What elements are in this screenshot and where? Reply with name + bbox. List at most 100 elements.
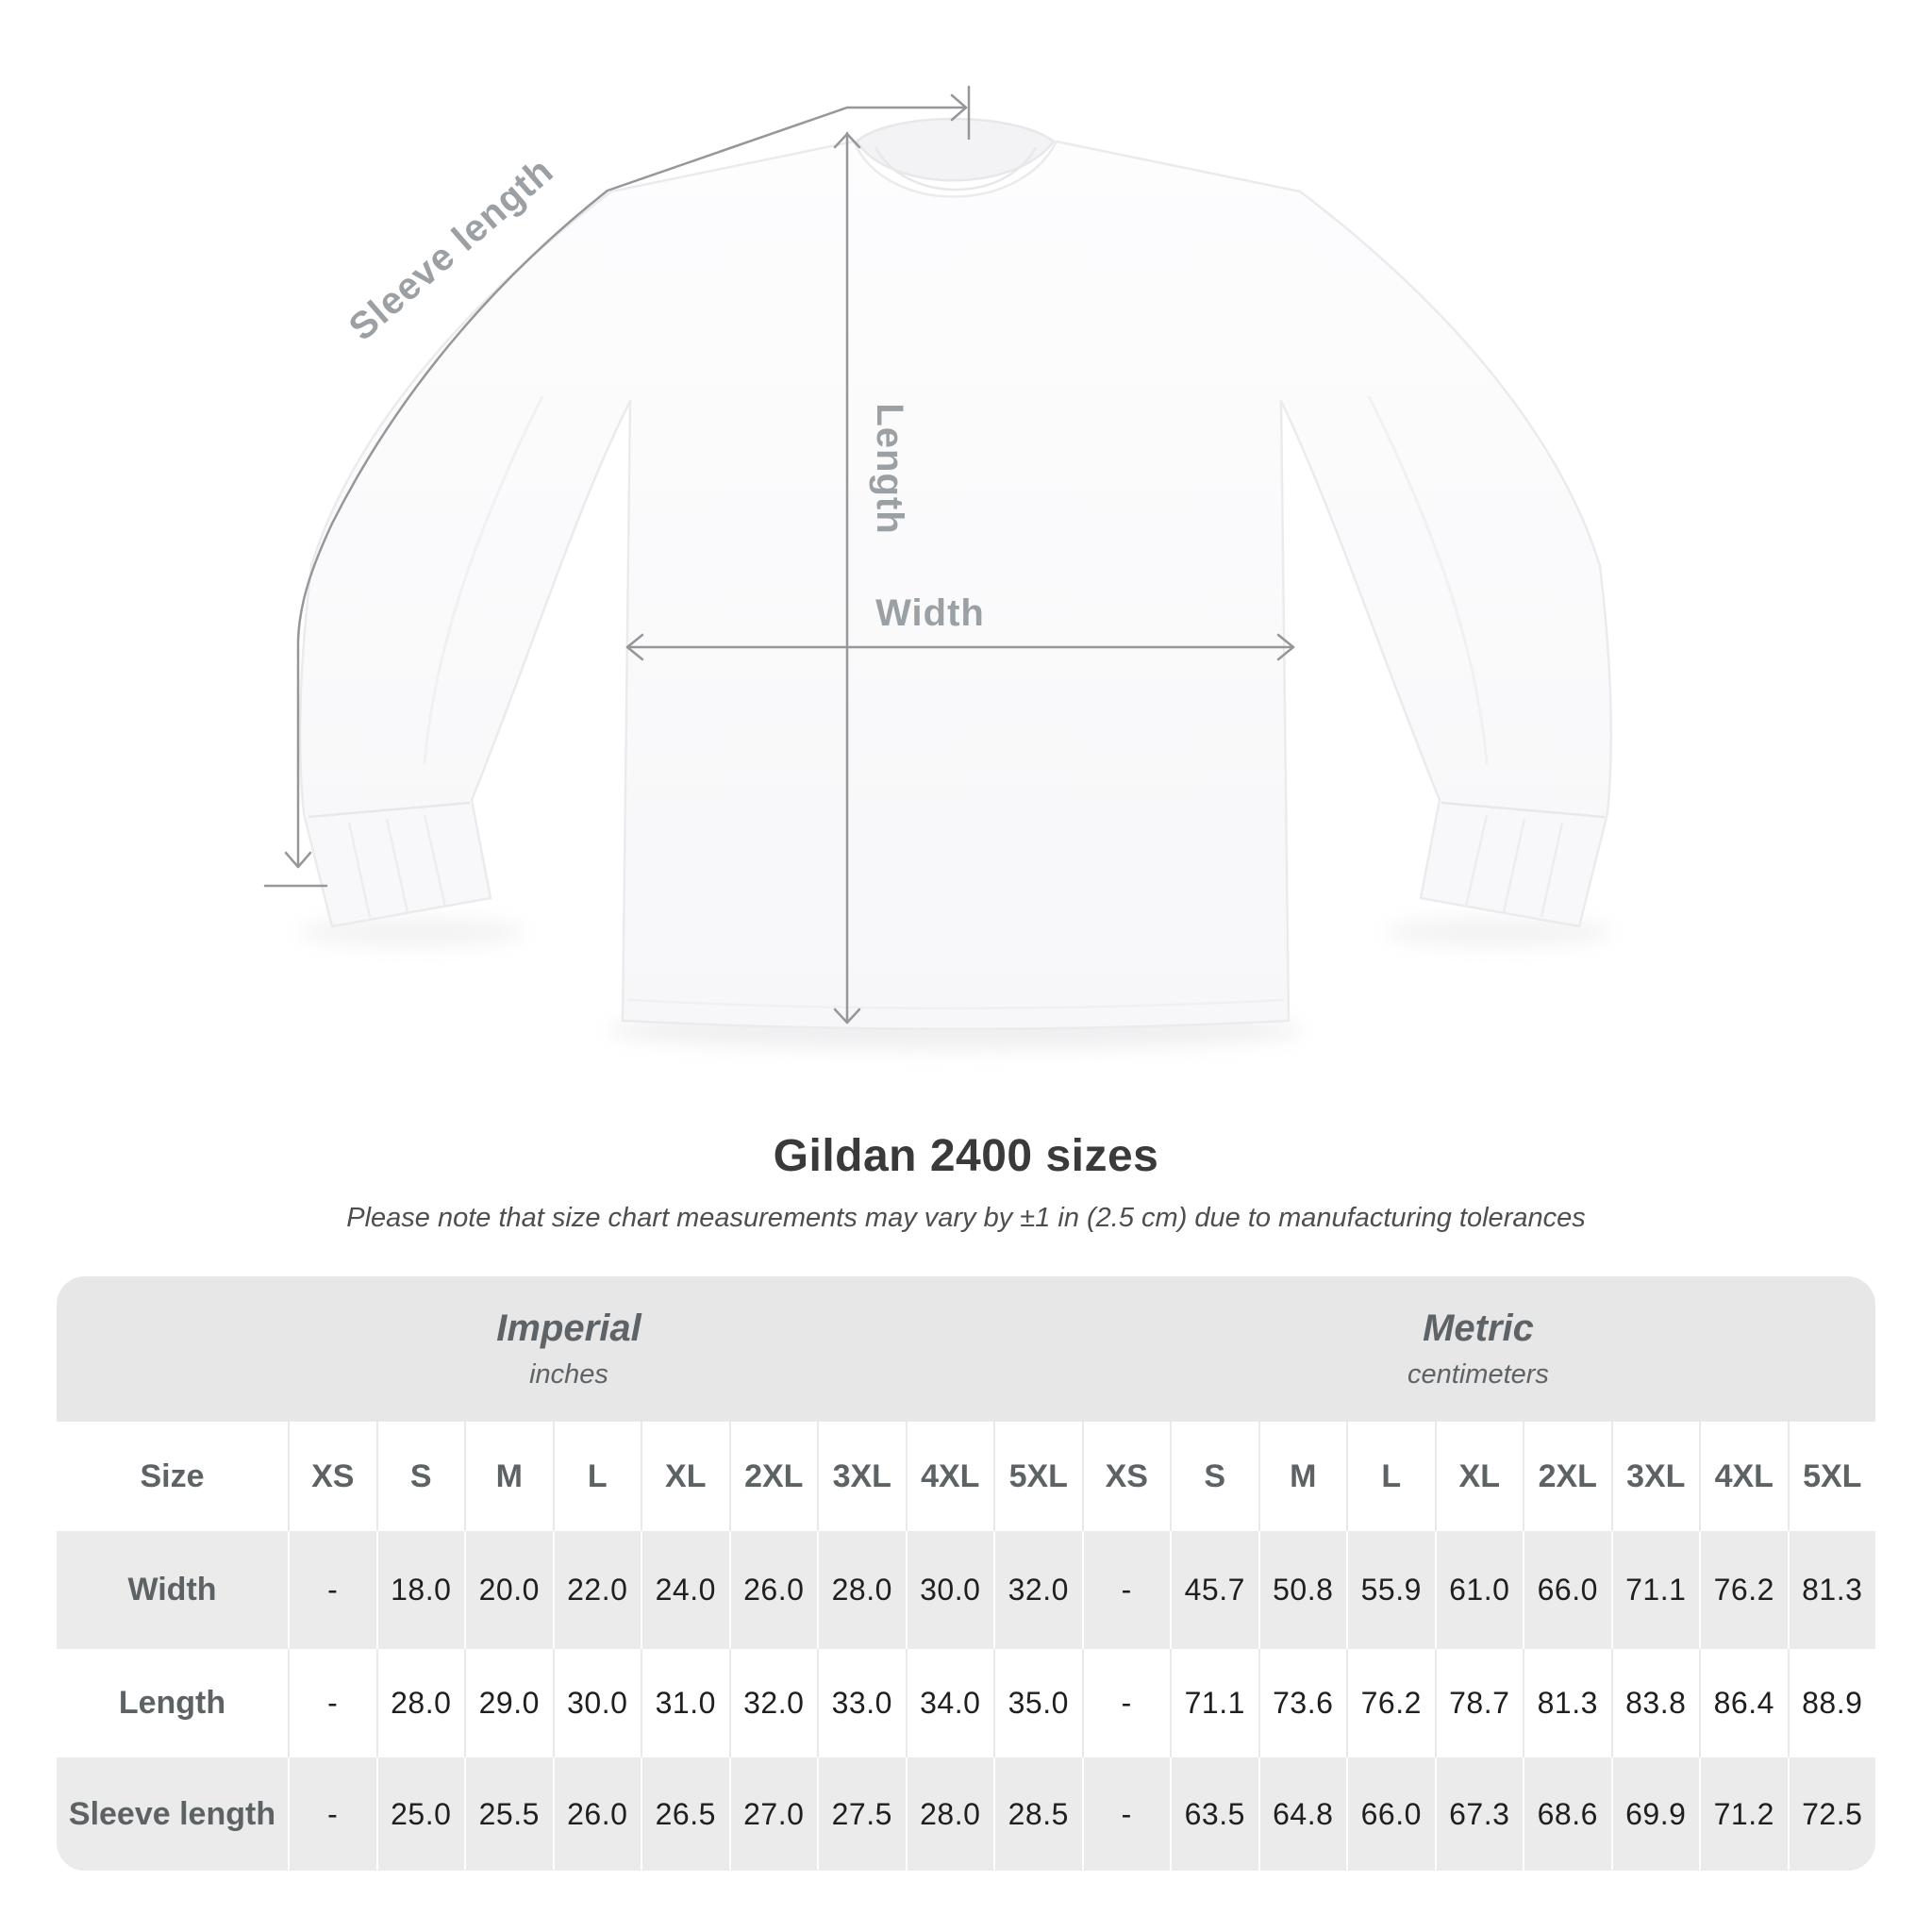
size-header-cell: XL xyxy=(641,1422,729,1531)
size-header-cell: 2XL xyxy=(728,1422,818,1531)
hem-seam xyxy=(626,998,1285,1010)
size-header-cell: 2XL xyxy=(1523,1422,1611,1531)
value-cell: 26.5 xyxy=(641,1757,729,1871)
value-cell: 78.7 xyxy=(1434,1649,1524,1757)
value-cell: 32.0 xyxy=(728,1649,818,1757)
length-top-arrowhead-icon xyxy=(833,132,861,149)
size-header-cell: S xyxy=(1170,1422,1258,1531)
size-header-cell: M xyxy=(1257,1422,1347,1531)
value-cell: 66.0 xyxy=(1346,1757,1435,1871)
value-cell: 71.1 xyxy=(1610,1531,1700,1649)
value-cell: 69.9 xyxy=(1610,1757,1700,1871)
value-cell: 24.0 xyxy=(641,1531,729,1649)
value-cell: 22.0 xyxy=(552,1531,641,1649)
shirt-measurement-diagram: Sleeve length Length Width xyxy=(263,85,1612,1049)
value-cell: 68.6 xyxy=(1523,1757,1611,1871)
sleeve-length-line xyxy=(296,106,849,868)
size-header-cell: XS xyxy=(1081,1422,1171,1531)
value-cell: 28.0 xyxy=(905,1757,994,1871)
value-cell: 27.5 xyxy=(817,1757,906,1871)
collar-opening xyxy=(855,117,1056,182)
value-cell: 71.2 xyxy=(1699,1757,1788,1871)
value-cell: - xyxy=(288,1649,376,1757)
size-header-cell: XS xyxy=(288,1422,376,1531)
measurement-lines xyxy=(263,85,1295,1024)
left-sleeve-fold xyxy=(423,395,544,765)
page-subtitle: Please note that size chart measurements… xyxy=(346,1203,1586,1233)
value-cell: 73.6 xyxy=(1257,1649,1347,1757)
imperial-group-name: Imperial xyxy=(496,1307,641,1349)
size-header-cell: 5XL xyxy=(993,1422,1082,1531)
value-cell: 28.5 xyxy=(993,1757,1082,1871)
value-cell: 86.4 xyxy=(1699,1649,1788,1757)
value-cell: 25.5 xyxy=(464,1757,553,1871)
value-cell: 81.3 xyxy=(1523,1649,1611,1757)
size-header-cell: L xyxy=(1346,1422,1435,1531)
value-cell: 64.8 xyxy=(1257,1757,1347,1871)
size-header-cell: M xyxy=(464,1422,553,1531)
value-cell: 26.0 xyxy=(552,1757,641,1871)
size-table: Imperial inches Metric centimeters Size … xyxy=(57,1276,1875,1871)
row-label: Length xyxy=(118,1685,226,1721)
value-cell: - xyxy=(288,1757,376,1871)
value-cell: - xyxy=(1081,1531,1171,1649)
value-cell: 61.0 xyxy=(1434,1531,1524,1649)
value-cell: 76.2 xyxy=(1699,1531,1788,1649)
value-cell: 27.0 xyxy=(728,1757,818,1871)
row-label: Width xyxy=(127,1572,217,1607)
value-cell: 28.0 xyxy=(817,1531,906,1649)
left-cuff-ribs xyxy=(347,814,447,918)
table-row-width: Width - 18.0 20.0 22.0 24.0 26.0 28.0 30… xyxy=(57,1531,1875,1649)
value-cell: 33.0 xyxy=(817,1649,906,1757)
size-header-cell: L xyxy=(552,1422,641,1531)
unit-group-band: Imperial inches Metric centimeters xyxy=(57,1276,1875,1422)
value-cell: 45.7 xyxy=(1170,1531,1258,1649)
value-cell: - xyxy=(1081,1649,1171,1757)
value-cell: 81.3 xyxy=(1787,1531,1876,1649)
value-cell: - xyxy=(1081,1757,1171,1871)
page-title: Gildan 2400 sizes xyxy=(773,1131,1159,1181)
imperial-group-unit: inches xyxy=(529,1359,608,1390)
value-cell: 26.0 xyxy=(728,1531,818,1649)
size-header-cell: 4XL xyxy=(905,1422,994,1531)
left-cuff-shadow xyxy=(299,918,525,946)
right-cuff-seam xyxy=(1441,801,1606,819)
table-row-sleeve-length: Sleeve length - 25.0 25.5 26.0 26.5 27.0… xyxy=(57,1757,1875,1871)
size-header-cell: 4XL xyxy=(1699,1422,1788,1531)
size-header-cell: 5XL xyxy=(1787,1422,1876,1531)
value-cell: 71.1 xyxy=(1170,1649,1258,1757)
left-cuff-seam xyxy=(308,801,471,819)
right-cuff-ribs xyxy=(1464,814,1564,918)
right-sleeve-fold xyxy=(1367,395,1489,765)
collar-seam xyxy=(874,146,1038,192)
value-cell: 25.0 xyxy=(375,1757,465,1871)
sleeve-end-arrowhead-icon xyxy=(284,851,312,869)
value-cell: 66.0 xyxy=(1523,1531,1611,1649)
size-header-row: Size XS S M L XL 2XL 3XL 4XL 5XL XS S M … xyxy=(57,1422,1875,1531)
value-cell: 28.0 xyxy=(375,1649,465,1757)
title-block: Gildan 2400 sizes Please note that size … xyxy=(0,1130,1932,1234)
value-cell: 20.0 xyxy=(464,1531,553,1649)
size-header-cell: 3XL xyxy=(1610,1422,1700,1531)
row-label: Sleeve length xyxy=(68,1795,276,1832)
size-col-header: Size xyxy=(140,1457,205,1494)
width-left-arrowhead-icon xyxy=(625,633,644,661)
shirt-body xyxy=(299,140,1612,1031)
width-right-arrowhead-icon xyxy=(1276,633,1295,661)
value-cell: 67.3 xyxy=(1434,1757,1524,1871)
size-header-cell: XL xyxy=(1434,1422,1524,1531)
width-label: Width xyxy=(875,592,985,634)
value-cell: - xyxy=(288,1531,376,1649)
length-bottom-arrowhead-icon xyxy=(833,1008,861,1024)
value-cell: 32.0 xyxy=(993,1531,1082,1649)
value-cell: 35.0 xyxy=(993,1649,1082,1757)
value-cell: 29.0 xyxy=(464,1649,553,1757)
value-cell: 30.0 xyxy=(905,1531,994,1649)
metric-group-name: Metric xyxy=(1423,1307,1534,1349)
size-header-cell: 3XL xyxy=(817,1422,906,1531)
value-cell: 76.2 xyxy=(1346,1649,1435,1757)
value-cell: 18.0 xyxy=(375,1531,465,1649)
value-cell: 63.5 xyxy=(1170,1757,1258,1871)
value-cell: 31.0 xyxy=(641,1649,729,1757)
size-header-cell: S xyxy=(375,1422,465,1531)
